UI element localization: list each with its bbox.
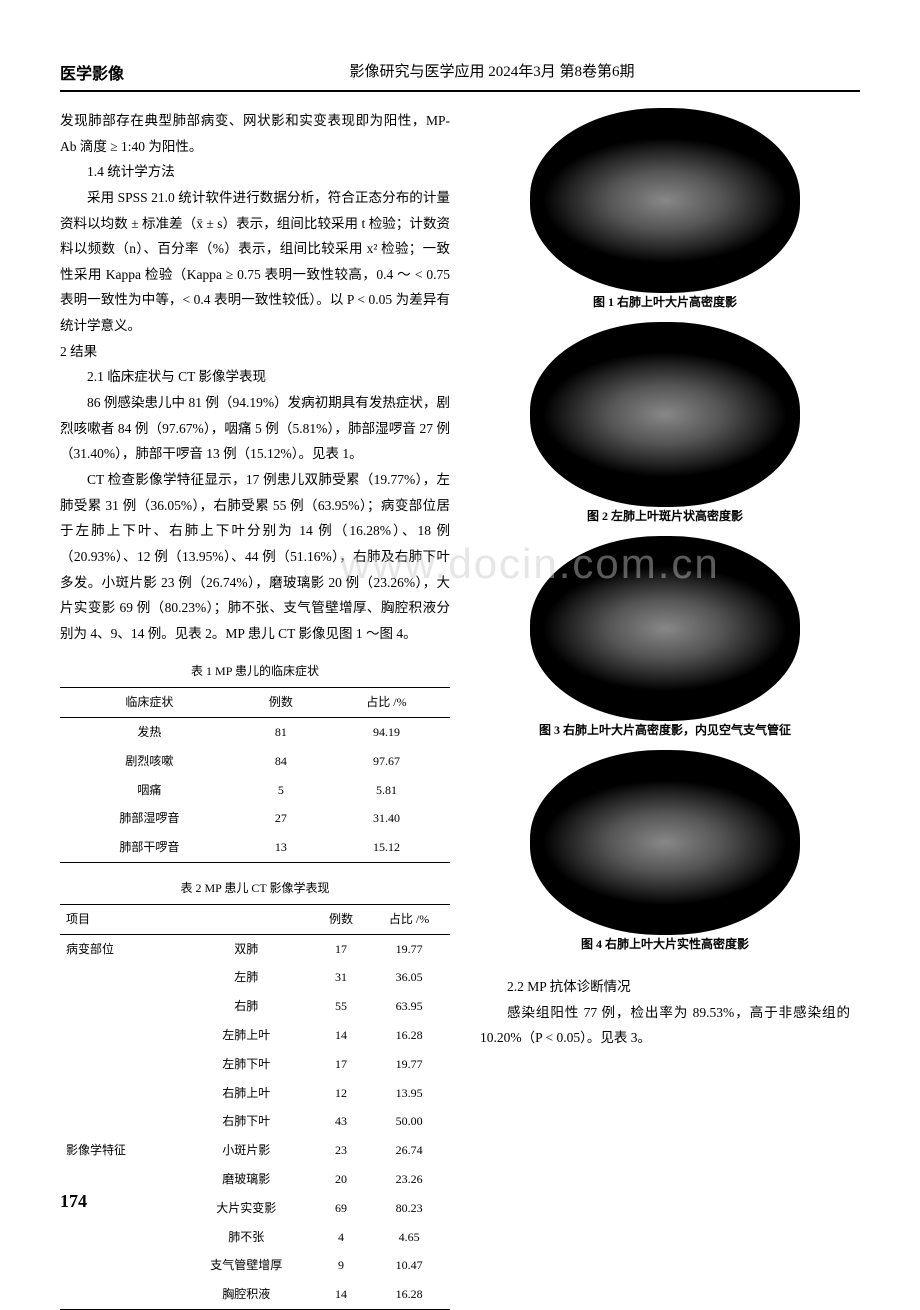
table-row: 胸腔积液1416.28: [60, 1280, 450, 1309]
page-header: 医学影像 影像研究与医学应用 2024年3月 第8卷第6期: [60, 60, 860, 92]
left-column: 发现肺部存在典型肺部病变、网状影和实变表现即为阳性，MP-Ab 滴度 ≥ 1:4…: [60, 108, 450, 1310]
figure-1-image: [530, 108, 800, 293]
table-row: 左肺下叶1719.77: [60, 1050, 450, 1079]
section-2-1-title: 2.1 临床症状与 CT 影像学表现: [60, 364, 450, 390]
table-2: 项目 例数 占比 /% 病变部位双肺1719.77左肺3136.05右肺5563…: [60, 904, 450, 1310]
table-row: 肺不张44.65: [60, 1223, 450, 1252]
table-row: 右肺上叶1213.95: [60, 1079, 450, 1108]
header-section-label: 医学影像: [60, 60, 124, 84]
section-2-1-a: 86 例感染患儿中 81 例（94.19%）发病初期具有发热症状，剧烈咳嗽者 8…: [60, 390, 450, 467]
table-row: 支气管壁增厚910.47: [60, 1251, 450, 1280]
section-2-2-title: 2.2 MP 抗体诊断情况: [480, 974, 850, 1000]
right-column: 图 1 右肺上叶大片高密度影 图 2 左肺上叶斑片状高密度影 图 3 右肺上叶大…: [480, 108, 850, 1310]
table-row: 右肺下叶4350.00: [60, 1107, 450, 1136]
header-journal-info: 影像研究与医学应用 2024年3月 第8卷第6期: [124, 60, 860, 84]
table-row: 肺部干啰音1315.12: [60, 833, 450, 862]
table-row: 左肺3136.05: [60, 963, 450, 992]
table-row: 右肺5563.95: [60, 992, 450, 1021]
paragraph-intro: 发现肺部存在典型肺部病变、网状影和实变表现即为阳性，MP-Ab 滴度 ≥ 1:4…: [60, 108, 450, 159]
figure-3-caption: 图 3 右肺上叶大片高密度影，内见空气支气管征: [539, 721, 791, 738]
table-1: 临床症状 例数 占比 /% 发热8194.19剧烈咳嗽8497.67咽痛55.8…: [60, 687, 450, 863]
section-2-1-b: CT 检查影像学特征显示，17 例患儿双肺受累（19.77%），左肺受累 31 …: [60, 467, 450, 646]
main-content: 发现肺部存在典型肺部病变、网状影和实变表现即为阳性，MP-Ab 滴度 ≥ 1:4…: [60, 108, 860, 1310]
table-row: 磨玻璃影2023.26: [60, 1165, 450, 1194]
table2-h0: 项目: [66, 912, 90, 926]
table1-h2: 占比 /%: [323, 688, 450, 718]
table1-caption: 表 1 MP 患儿的临床症状: [60, 660, 450, 683]
table-row: 剧烈咳嗽8497.67: [60, 747, 450, 776]
figure-2-image: [530, 322, 800, 507]
table-row: 肺部湿啰音2731.40: [60, 804, 450, 833]
table1-h1: 例数: [239, 688, 323, 718]
table-row: 发热8194.19: [60, 718, 450, 747]
table2-h2: 例数: [314, 904, 368, 934]
table1-h0: 临床症状: [60, 688, 239, 718]
table-row: 病变部位双肺1719.77: [60, 934, 450, 963]
table-row: 大片实变影6980.23: [60, 1194, 450, 1223]
section-1-4-body: 采用 SPSS 21.0 统计软件进行数据分析，符合正态分布的计量资料以均数 ±…: [60, 185, 450, 339]
section-2-title: 2 结果: [60, 339, 450, 365]
section-2-2-body: 感染组阳性 77 例，检出率为 89.53%，高于非感染组的 10.20%（P …: [480, 1000, 850, 1051]
figure-4-caption: 图 4 右肺上叶大片实性高密度影: [581, 935, 749, 952]
section-1-4-title: 1.4 统计学方法: [60, 159, 450, 185]
table2-caption: 表 2 MP 患儿 CT 影像学表现: [60, 877, 450, 900]
figure-1-caption: 图 1 右肺上叶大片高密度影: [593, 293, 737, 310]
figure-3-image: [530, 536, 800, 721]
figure-2-caption: 图 2 左肺上叶斑片状高密度影: [587, 507, 743, 524]
table2-h3: 占比 /%: [368, 904, 450, 934]
figure-4-image: [530, 750, 800, 935]
table-row: 咽痛55.81: [60, 776, 450, 805]
table-row: 影像学特征小斑片影2326.74: [60, 1136, 450, 1165]
table-row: 左肺上叶1416.28: [60, 1021, 450, 1050]
page-number: 174: [60, 1191, 87, 1212]
